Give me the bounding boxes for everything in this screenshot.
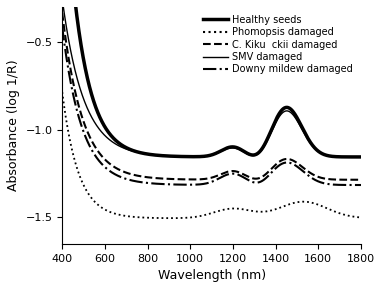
Legend: Healthy seeds, Phomopsis damaged, C. Kiku  ckii damaged, SMV damaged, Downy mild: Healthy seeds, Phomopsis damaged, C. Kik… (201, 12, 356, 77)
Y-axis label: Absorbance (log 1/R): Absorbance (log 1/R) (7, 60, 20, 191)
X-axis label: Wavelength (nm): Wavelength (nm) (157, 269, 265, 282)
